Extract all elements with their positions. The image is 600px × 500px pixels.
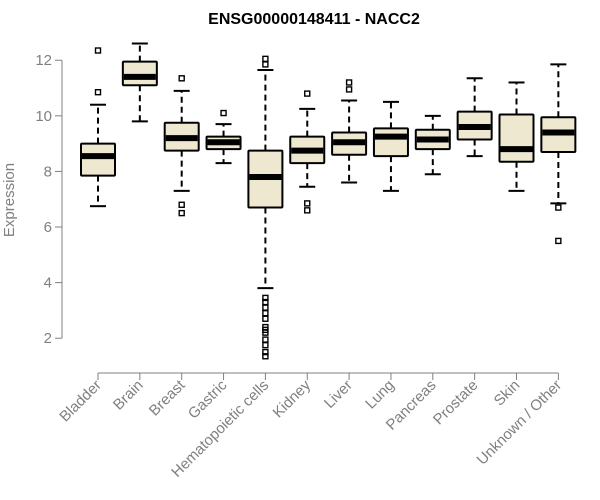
outlier-point	[178, 201, 185, 208]
outlier-point	[345, 86, 353, 93]
outlier-point	[262, 348, 269, 356]
outlier-point	[555, 204, 562, 211]
x-tick-label: Lung	[362, 377, 398, 413]
outlier-point	[262, 329, 269, 336]
outlier-point	[262, 341, 269, 349]
outlier-point	[94, 89, 102, 96]
outlier-point	[220, 109, 227, 117]
y-tick-label: 10	[35, 108, 52, 125]
y-axis-label: Expression	[1, 163, 18, 237]
box-breast	[163, 75, 200, 217]
outlier-point	[555, 237, 562, 245]
outlier-point	[345, 79, 353, 86]
outlier-point	[178, 209, 185, 217]
y-tick-label: 6	[44, 219, 52, 236]
outlier-point	[262, 353, 269, 360]
y-tick-label: 8	[44, 163, 52, 180]
x-tick-label: Kidney	[270, 376, 315, 421]
outlier-point	[304, 200, 311, 207]
x-tick-label: Breast	[146, 376, 189, 419]
y-tick-label: 12	[35, 52, 52, 69]
box-bladder	[80, 47, 116, 208]
x-tick-label: Prostate	[430, 377, 482, 429]
box-hematopoietic-cells	[247, 55, 284, 360]
x-tick-label: Brain	[110, 377, 147, 414]
box-prostate	[456, 77, 493, 158]
iqr-box	[372, 127, 409, 158]
outlier-point	[262, 294, 269, 302]
x-tick-label: Skin	[491, 377, 524, 410]
outlier-point	[304, 90, 311, 97]
box-liver	[331, 79, 368, 184]
box-lung	[372, 100, 409, 192]
x-tick-label: Liver	[321, 377, 356, 412]
outlier-point	[94, 47, 102, 54]
box-kidney	[289, 90, 326, 214]
y-tick-label: 2	[44, 330, 52, 347]
box-gastric	[205, 109, 242, 165]
outlier-point	[262, 61, 269, 68]
outlier-point	[262, 55, 269, 63]
outlier-point	[262, 336, 269, 343]
chart-title: ENSG00000148411 - NACC2	[208, 11, 420, 28]
outlier-point	[304, 207, 311, 214]
box-skin	[498, 81, 535, 192]
box-brain	[121, 42, 158, 123]
y-tick-label: 4	[44, 275, 52, 292]
x-tick-label: Bladder	[56, 377, 105, 426]
box-pancreas	[414, 114, 451, 176]
outlier-point	[262, 304, 269, 311]
axes: 2 4 6 8 10 12	[35, 52, 559, 380]
outlier-point	[178, 75, 185, 82]
iqr-box	[80, 142, 116, 177]
outlier-point	[262, 309, 269, 317]
boxes	[80, 42, 577, 360]
outlier-point	[262, 315, 269, 322]
iqr-box	[121, 60, 158, 87]
box-unknown-other	[540, 63, 577, 245]
iqr-box	[498, 113, 535, 163]
